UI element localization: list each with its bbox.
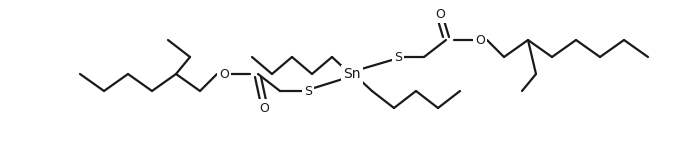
Text: O: O xyxy=(219,67,229,81)
Text: O: O xyxy=(435,7,445,20)
Text: O: O xyxy=(259,101,269,115)
Text: S: S xyxy=(394,51,402,64)
Text: O: O xyxy=(475,34,485,46)
Text: S: S xyxy=(304,85,312,97)
Text: Sn: Sn xyxy=(343,67,360,81)
